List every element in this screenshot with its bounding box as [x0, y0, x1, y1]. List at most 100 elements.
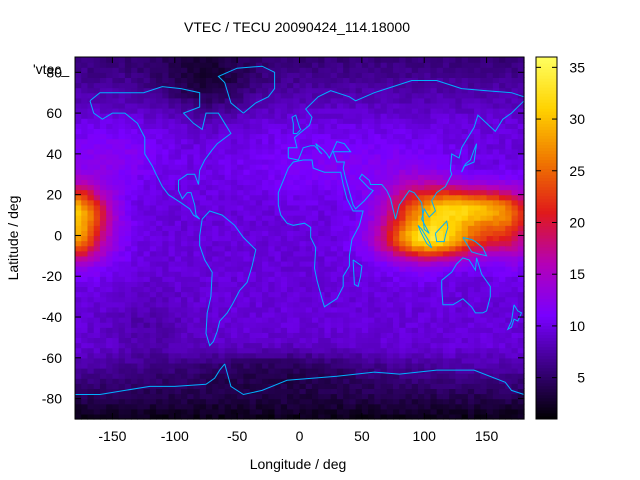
- heatmap-cell: [305, 107, 313, 114]
- heatmap-cell: [380, 250, 388, 257]
- heatmap-cell: [430, 215, 438, 221]
- heatmap-cell: [455, 107, 463, 114]
- heatmap-cell: [442, 235, 450, 242]
- heatmap-cell: [205, 123, 213, 129]
- heatmap-cell: [411, 276, 419, 282]
- heatmap-cell: [492, 133, 500, 140]
- heatmap-cell: [75, 230, 82, 237]
- heatmap-cell: [492, 204, 500, 211]
- heatmap-cell: [287, 276, 294, 282]
- heatmap-cell: [131, 184, 138, 191]
- heatmap-cell: [287, 260, 294, 267]
- heatmap-cell: [168, 362, 176, 369]
- heatmap-cell: [449, 204, 457, 211]
- heatmap-cell: [255, 240, 263, 247]
- heatmap-cell: [149, 82, 157, 89]
- heatmap-cell: [87, 347, 95, 354]
- heatmap-cell: [156, 82, 163, 89]
- heatmap-cell: [343, 260, 350, 267]
- heatmap-cell: [455, 373, 463, 379]
- heatmap-cell: [330, 378, 338, 384]
- heatmap-cell: [212, 164, 220, 170]
- heatmap-cell: [511, 67, 519, 73]
- heatmap-cell: [380, 357, 388, 364]
- heatmap-cell: [343, 250, 350, 257]
- heatmap-cell: [467, 291, 475, 298]
- heatmap-cell: [162, 194, 170, 201]
- heatmap-cell: [436, 403, 444, 410]
- heatmap-cell: [517, 123, 525, 129]
- heatmap-cell: [162, 281, 170, 288]
- heatmap-cell: [480, 322, 488, 328]
- heatmap-cell: [417, 408, 425, 415]
- heatmap-cell: [411, 118, 419, 124]
- heatmap-cell: [455, 362, 463, 369]
- heatmap-cell: [405, 123, 413, 129]
- heatmap-cell: [149, 123, 157, 129]
- heatmap-cell: [336, 153, 344, 160]
- heatmap-cell: [168, 286, 176, 293]
- heatmap-cell: [467, 317, 475, 323]
- heatmap-cell: [274, 87, 282, 94]
- heatmap-cell: [324, 102, 332, 109]
- heatmap-cell: [243, 383, 251, 390]
- heatmap-cell: [336, 235, 344, 242]
- heatmap-cell: [517, 235, 525, 242]
- heatmap-cell: [449, 215, 457, 221]
- heatmap-cell: [230, 199, 238, 206]
- heatmap-cell: [355, 373, 363, 379]
- heatmap-cell: [374, 235, 382, 242]
- heatmap-cell: [174, 260, 182, 267]
- heatmap-cell: [99, 215, 107, 221]
- heatmap-cell: [143, 296, 151, 303]
- heatmap-cell: [149, 357, 157, 364]
- heatmap-cell: [368, 97, 375, 104]
- heatmap-cell: [124, 158, 132, 165]
- heatmap-cell: [118, 250, 126, 257]
- heatmap-cell: [430, 266, 438, 272]
- heatmap-cell: [181, 179, 188, 186]
- heatmap-cell: [274, 235, 282, 242]
- heatmap-cell: [318, 199, 326, 206]
- heatmap-cell: [405, 413, 413, 420]
- heatmap-cell: [492, 317, 500, 323]
- heatmap-cell: [255, 255, 263, 262]
- heatmap-cell: [305, 332, 313, 339]
- heatmap-cell: [349, 67, 357, 73]
- heatmap-cell: [81, 357, 89, 364]
- heatmap-cell: [436, 102, 444, 109]
- heatmap-cell: [87, 332, 95, 339]
- heatmap-cell: [343, 408, 350, 415]
- heatmap-cell: [181, 148, 188, 155]
- heatmap-cell: [287, 286, 294, 293]
- heatmap-cell: [230, 322, 238, 328]
- heatmap-cell: [193, 204, 201, 211]
- heatmap-cell: [305, 230, 313, 237]
- heatmap-cell: [268, 113, 276, 119]
- heatmap-cell: [81, 164, 89, 170]
- heatmap-cell: [237, 357, 244, 364]
- heatmap-cell: [224, 118, 232, 124]
- heatmap-cell: [280, 245, 288, 252]
- heatmap-cell: [243, 281, 251, 288]
- heatmap-cell: [243, 143, 251, 150]
- heatmap-cell: [218, 143, 226, 150]
- heatmap-cell: [262, 204, 269, 211]
- heatmap-cell: [156, 138, 163, 145]
- heatmap-cell: [361, 148, 369, 155]
- heatmap-cell: [480, 204, 488, 211]
- heatmap-cell: [474, 179, 481, 186]
- heatmap-cell: [249, 332, 257, 339]
- heatmap-cell: [168, 123, 176, 129]
- heatmap-cell: [287, 77, 294, 84]
- heatmap-cell: [137, 158, 145, 165]
- heatmap-cell: [262, 189, 269, 196]
- heatmap-cell: [467, 97, 475, 104]
- heatmap-cell: [492, 87, 500, 94]
- heatmap-cell: [492, 266, 500, 272]
- heatmap-cell: [411, 230, 419, 237]
- heatmap-cell: [461, 133, 469, 140]
- heatmap-cell: [424, 362, 432, 369]
- heatmap-cell: [143, 184, 151, 191]
- heatmap-cell: [87, 158, 95, 165]
